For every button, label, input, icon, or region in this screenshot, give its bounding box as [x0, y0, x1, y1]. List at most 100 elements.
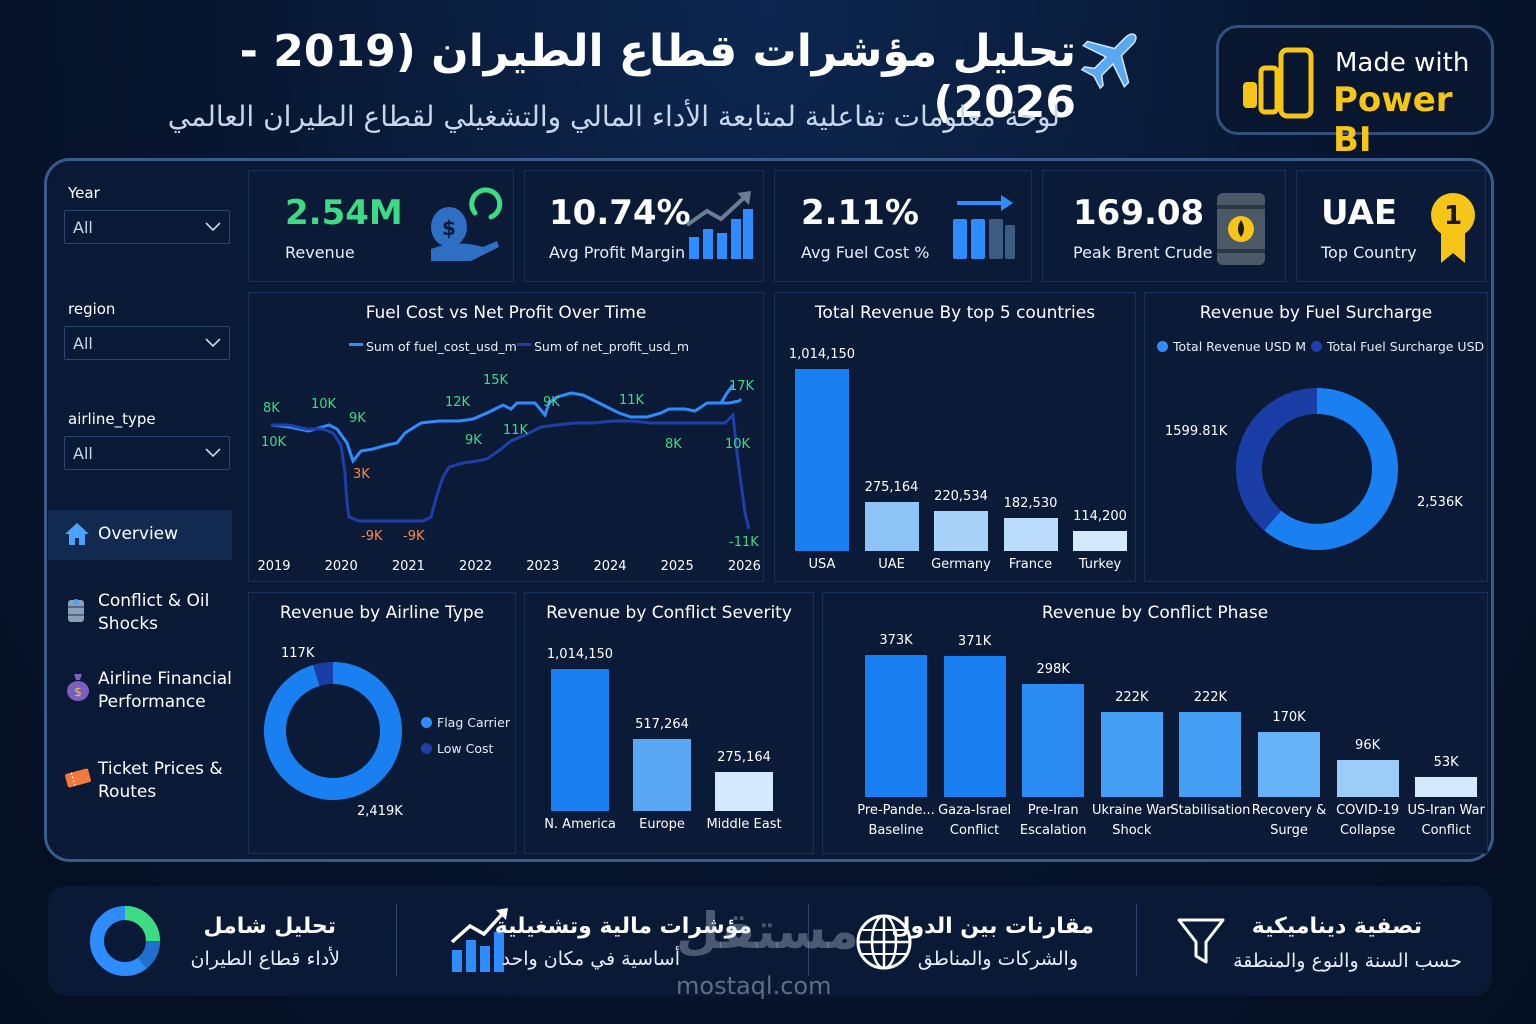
feature-text: حسب السنة والنوع والمنطقة	[1233, 950, 1462, 972]
legend-label: Sum of fuel_cost_usd_m	[366, 339, 517, 354]
filter-label-airline-type: airline_type	[68, 410, 156, 428]
x-tick-label: 2024	[593, 559, 627, 574]
badge-made-with: Made with	[1335, 48, 1470, 78]
bar[interactable]	[1073, 530, 1127, 551]
bar[interactable]	[943, 655, 1006, 797]
data-label: 117K	[281, 646, 315, 661]
legend-item: Sum of fuel_cost_usd_m	[349, 339, 517, 354]
growth-chart-icon	[685, 191, 753, 259]
x-tick-label: Recovery & Surge	[1251, 803, 1327, 838]
watermark-latin: mostaql.com	[676, 972, 832, 1000]
bar[interactable]	[633, 738, 691, 811]
data-label: 222K	[1115, 690, 1149, 706]
data-label: 10K	[311, 397, 337, 412]
data-label: -9K	[403, 529, 425, 544]
nav-item-label: Airline Financial Performance	[98, 669, 232, 712]
data-label: 275,164	[717, 750, 771, 766]
legend-label: Sum of net_profit_usd_m	[534, 339, 690, 354]
bar[interactable]	[934, 511, 988, 551]
data-label: 10K	[261, 435, 287, 450]
kpi-label: Peak Brent Crude	[1073, 243, 1213, 262]
kpi-label: Revenue	[285, 243, 355, 262]
feature-dynamic-filter: تصفية ديناميكية حسب السنة والنوع والمنطق…	[1168, 886, 1488, 996]
bar[interactable]	[864, 501, 919, 551]
data-label: 17K	[729, 379, 755, 394]
legend-label: Flag Carrier	[437, 715, 510, 730]
bar[interactable]	[1415, 776, 1478, 797]
donut-slice[interactable]	[264, 662, 402, 800]
region-select[interactable]: All	[64, 326, 230, 360]
kpi-fuel-cost: 2.11% Avg Fuel Cost %	[774, 170, 1032, 282]
bar[interactable]	[1022, 683, 1085, 797]
x-tick-label: N. America	[544, 817, 616, 832]
data-label: 9K	[465, 433, 482, 448]
legend-label: Low Cost	[437, 741, 494, 756]
series-line-net-profit	[271, 411, 751, 530]
nav-item-financial[interactable]: $ Airline Financial Performance	[48, 666, 232, 716]
bar[interactable]	[715, 772, 773, 811]
x-tick-label: US-Iran War Conflict	[1407, 803, 1485, 838]
bar[interactable]	[1258, 732, 1320, 797]
filter-icon	[1177, 918, 1225, 964]
x-tick-label: Germany	[931, 557, 991, 572]
legend-item: Flag Carrier	[421, 715, 510, 730]
data-label: 3K	[353, 467, 370, 482]
donut-chart-icon	[90, 906, 160, 976]
bar[interactable]	[551, 669, 609, 811]
bar[interactable]	[865, 655, 927, 797]
data-label: 1,014,150	[546, 647, 614, 662]
nav-item-overview[interactable]: Overview	[48, 510, 232, 560]
data-label: -9K	[361, 529, 383, 544]
feature-text: أساسية في مكان واحد	[501, 948, 680, 970]
data-label: 1,014,150	[788, 347, 856, 362]
bar[interactable]	[1179, 712, 1242, 797]
chart-fuel-surcharge: Revenue by Fuel Surcharge Total Revenue …	[1144, 292, 1488, 582]
feature-title: مؤشرات مالية وتشغيلية	[494, 914, 752, 939]
line-chart-plot	[270, 384, 751, 530]
donut-slice[interactable]	[1264, 388, 1398, 550]
legend-dot-icon	[421, 717, 432, 728]
data-label: 8K	[665, 437, 682, 452]
kpi-value: 10.74%	[549, 193, 691, 233]
x-tick-label: Pre-Iran Escalation	[1019, 803, 1087, 838]
data-label: 1599.81K	[1165, 424, 1228, 439]
svg-text:$: $	[442, 216, 456, 240]
legend-item: Sum of net_profit_usd_m	[517, 339, 689, 354]
svg-text:$: $	[74, 685, 82, 699]
nav-item-ticket-prices[interactable]: Ticket Prices & Routes	[48, 756, 232, 806]
chart-conflict-phase: Revenue by Conflict Phase 373K Pre-Pande.…	[822, 592, 1488, 854]
donut-plot	[264, 662, 402, 800]
data-label: 9K	[543, 395, 560, 410]
legend-dot-icon	[421, 743, 432, 754]
donut-slice[interactable]	[1236, 388, 1318, 531]
bar[interactable]	[1336, 760, 1399, 797]
year-select[interactable]: All	[64, 210, 230, 244]
donut-slice[interactable]	[313, 662, 334, 687]
x-tick-label: 2023	[526, 559, 560, 574]
legend-line-icon	[517, 343, 531, 346]
x-tick-label: UAE	[878, 557, 905, 572]
kpi-value: 2.11%	[801, 193, 919, 233]
chart-title: Revenue by Fuel Surcharge	[1199, 303, 1433, 323]
airline-type-select-value: All	[73, 444, 93, 463]
bar[interactable]	[795, 369, 849, 551]
chart-title: Total Revenue By top 5 countries	[814, 303, 1096, 323]
data-label: 298K	[1036, 661, 1070, 677]
medal-number: 1	[1444, 201, 1462, 231]
x-tick-label: COVID-19 Collapse	[1336, 803, 1400, 838]
x-tick-label: 2021	[391, 559, 425, 574]
data-label: 11K	[503, 423, 529, 438]
series-tail-fuel-cost	[719, 384, 735, 404]
airline-type-select[interactable]: All	[64, 436, 230, 470]
chart-title: Revenue by Airline Type	[279, 603, 485, 623]
money-hand-icon: $	[431, 187, 503, 261]
watermark-arabic: مستقل	[676, 902, 859, 960]
legend-line-icon	[349, 343, 363, 346]
data-label: 517,264	[635, 716, 689, 732]
bar[interactable]	[1100, 712, 1163, 797]
nav-item-conflict-oil[interactable]: Conflict & Oil Shocks	[48, 588, 232, 638]
feature-footer: تصفية ديناميكية حسب السنة والنوع والمنطق…	[48, 886, 1492, 996]
kpi-value: UAE	[1321, 193, 1398, 233]
kpi-value: 2.54M	[285, 193, 403, 233]
bar[interactable]	[1003, 518, 1058, 551]
